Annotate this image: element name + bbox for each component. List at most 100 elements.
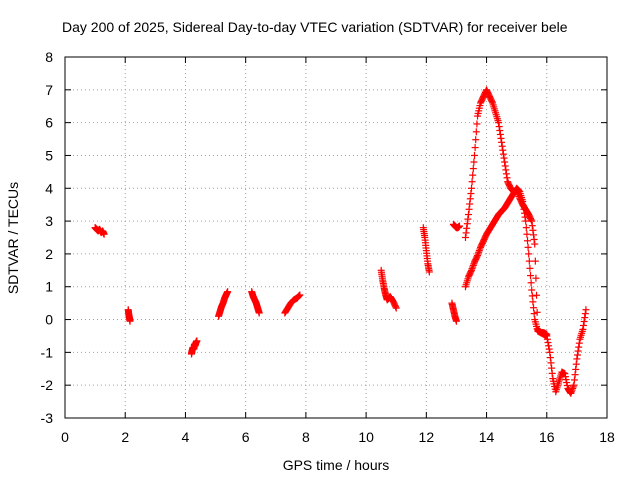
data-point — [466, 200, 474, 208]
data-point — [563, 379, 571, 387]
x-tick-label: 6 — [242, 429, 250, 445]
data-point — [465, 205, 473, 213]
data-point — [524, 237, 532, 245]
data-point — [473, 253, 481, 261]
data-point — [425, 268, 433, 276]
data-point — [476, 245, 484, 253]
data-point — [561, 373, 569, 381]
data-point — [543, 330, 551, 338]
data-point — [546, 354, 554, 362]
data-point — [572, 360, 580, 368]
data-point — [530, 304, 538, 312]
data-point — [522, 217, 530, 225]
data-point — [580, 321, 588, 329]
data-point — [503, 174, 511, 182]
data-point — [567, 389, 575, 397]
data-point — [580, 318, 588, 326]
data-point — [523, 230, 531, 238]
data-point — [501, 162, 509, 170]
data-point — [224, 288, 232, 296]
data-point — [463, 224, 471, 232]
data-point — [497, 134, 505, 142]
data-point — [455, 222, 463, 230]
data-point — [496, 127, 504, 135]
data-point — [527, 272, 535, 280]
data-point — [467, 268, 475, 276]
data-point — [501, 158, 509, 166]
data-point — [582, 306, 590, 314]
data-point — [296, 291, 304, 299]
data-point — [575, 343, 583, 351]
y-axis-label: SDTVAR / TECUs — [5, 182, 21, 294]
data-point — [574, 347, 582, 355]
data-point — [468, 184, 475, 192]
data-point — [392, 303, 400, 311]
data-point — [193, 337, 201, 345]
data-point — [528, 222, 536, 230]
data-point — [569, 384, 577, 392]
data-point — [531, 240, 539, 248]
data-point — [530, 235, 538, 243]
data-point — [464, 211, 472, 219]
data-point — [581, 314, 589, 322]
data-point — [472, 136, 480, 144]
data-point — [571, 371, 579, 379]
y-tick-label: -3 — [41, 410, 54, 426]
data-point — [570, 376, 578, 384]
data-point — [526, 264, 534, 272]
data-point — [100, 230, 108, 238]
data-point — [461, 234, 469, 241]
x-tick-label: 0 — [61, 429, 69, 445]
data-point — [530, 231, 538, 239]
data-point — [474, 250, 482, 258]
data-point — [502, 170, 510, 178]
data-point — [569, 383, 577, 391]
data-point — [561, 370, 569, 378]
data-point — [392, 304, 400, 312]
chart-title: Day 200 of 2025, Sidereal Day-to-day VTE… — [62, 19, 568, 35]
data-point — [514, 191, 522, 199]
data-point — [522, 224, 530, 232]
data-point — [469, 171, 477, 179]
data-point — [499, 150, 507, 158]
data-point — [495, 119, 503, 127]
data-point — [528, 217, 536, 225]
data-point — [572, 365, 580, 373]
data-point — [466, 195, 474, 203]
data-point — [567, 388, 575, 396]
data-point — [470, 158, 478, 166]
data-point — [470, 260, 478, 268]
data-point — [544, 339, 552, 347]
data-point — [488, 98, 496, 106]
data-point — [496, 130, 504, 138]
data-point — [528, 292, 536, 300]
data-point — [573, 355, 581, 363]
data-point — [525, 257, 533, 265]
data-point — [468, 265, 476, 273]
data-point — [527, 216, 535, 224]
data-point — [530, 310, 538, 318]
data-point — [502, 166, 510, 174]
y-tick-label: 0 — [45, 312, 53, 328]
y-tick-label: 4 — [45, 180, 53, 196]
data-point — [525, 250, 533, 258]
y-tick-label: 3 — [45, 213, 53, 229]
data-point — [468, 178, 476, 186]
data-point — [471, 151, 479, 159]
data-point — [295, 292, 303, 300]
data-point — [473, 120, 481, 128]
data-point — [562, 376, 570, 384]
data-point — [546, 348, 554, 356]
data-point — [581, 310, 589, 318]
data-point — [529, 226, 537, 234]
data-point — [547, 359, 555, 367]
x-tick-label: 10 — [358, 429, 374, 445]
data-point — [475, 247, 483, 255]
data-point — [469, 261, 477, 269]
x-tick-label: 16 — [539, 429, 555, 445]
grid-lines — [65, 57, 607, 418]
data-point — [532, 274, 540, 282]
data-point — [579, 325, 587, 333]
